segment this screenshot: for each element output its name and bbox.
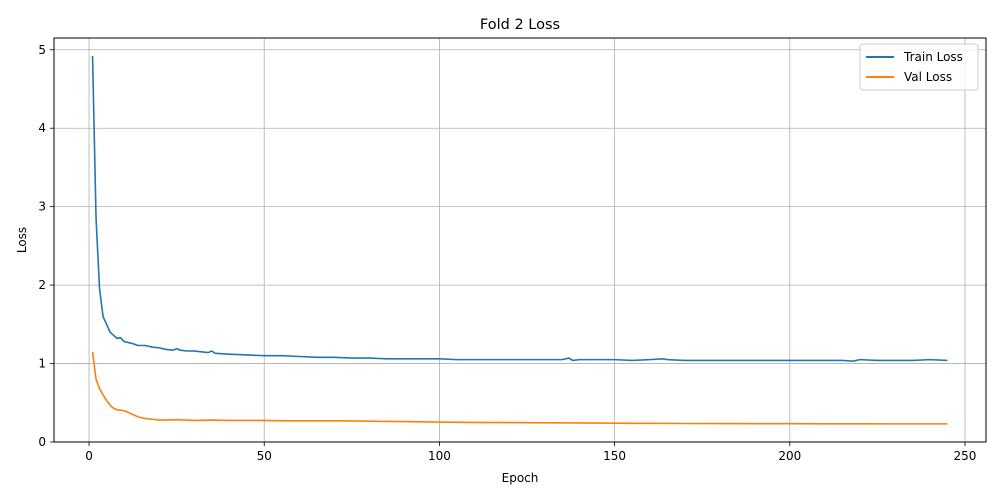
x-axis-label: Epoch xyxy=(502,471,539,485)
y-tick-label: 1 xyxy=(38,357,46,371)
legend: Train Loss Val Loss xyxy=(859,43,979,91)
series-layer xyxy=(91,56,948,425)
y-tick-label: 0 xyxy=(38,435,46,449)
plot-frame xyxy=(53,37,987,443)
x-tick-label: 150 xyxy=(603,449,626,463)
x-tick-label: 0 xyxy=(85,449,93,463)
x-tick-label: 100 xyxy=(428,449,451,463)
legend-box xyxy=(859,43,979,91)
x-tick-label: 250 xyxy=(954,449,977,463)
series-line-val-loss xyxy=(91,351,948,425)
y-axis-ticks: 0 1 2 3 4 5 xyxy=(38,43,54,449)
y-axis-label: Loss xyxy=(15,227,29,253)
x-axis-ticks: 0 50 100 150 200 250 xyxy=(85,442,976,463)
x-tick-label: 50 xyxy=(257,449,272,463)
chart-title: Fold 2 Loss xyxy=(480,17,560,33)
y-tick-label: 3 xyxy=(38,200,46,214)
legend-label-train-loss: Train Loss xyxy=(903,50,963,64)
y-tick-label: 4 xyxy=(38,121,46,135)
y-tick-label: 5 xyxy=(38,43,46,57)
x-tick-label: 200 xyxy=(778,449,801,463)
series-line-train-loss xyxy=(91,56,948,362)
grid-lines xyxy=(54,38,986,443)
y-tick-label: 2 xyxy=(38,278,46,292)
legend-label-val-loss: Val Loss xyxy=(904,70,952,84)
